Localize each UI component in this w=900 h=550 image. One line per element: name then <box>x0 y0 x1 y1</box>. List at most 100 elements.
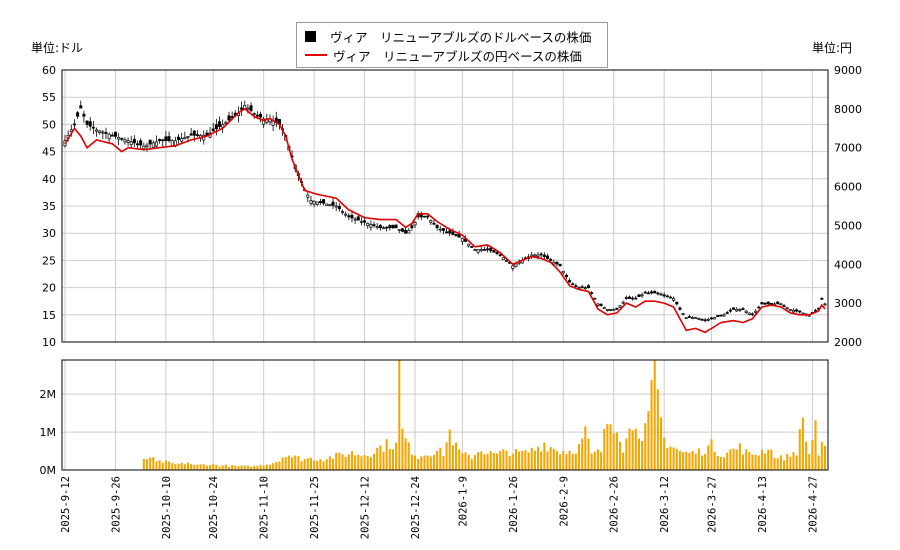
candle-body <box>369 224 373 228</box>
volume-bar <box>461 453 464 470</box>
y-right-tick-label: 5000 <box>834 219 862 232</box>
volume-bar <box>221 465 224 470</box>
candle-body <box>555 262 559 265</box>
candle-body <box>719 314 723 317</box>
candle-body <box>754 310 758 313</box>
candle-body <box>486 248 490 251</box>
volume-bar <box>218 466 221 470</box>
candle-body <box>110 134 114 137</box>
candle-body <box>769 302 773 305</box>
volume-bar <box>209 465 212 470</box>
volume-bar <box>417 458 420 470</box>
candle-body <box>255 114 259 117</box>
volume-bar <box>448 429 451 470</box>
candle-body <box>432 222 436 225</box>
candle-body <box>445 231 449 234</box>
volume-bar <box>647 411 650 470</box>
candle-body <box>713 317 717 320</box>
candle-body <box>741 308 745 310</box>
y-right-tick-label: 3000 <box>834 297 862 310</box>
volume-bar <box>445 442 448 470</box>
candle-body <box>467 243 471 247</box>
volume-bar <box>300 461 303 470</box>
volume-bar <box>369 457 372 470</box>
legend-swatch-candle <box>305 30 316 42</box>
volume-bar <box>631 430 634 470</box>
volume-bar <box>735 449 738 470</box>
candle-body <box>410 225 414 229</box>
volume-bar <box>637 438 640 470</box>
x-tick-label: 2025-12-24 <box>410 476 422 539</box>
candle-body <box>460 238 464 242</box>
candle-body <box>192 130 196 136</box>
volume-bar <box>199 464 202 470</box>
legend-label-usd: ヴィア リニューアブルズのドルベースの株価 <box>330 29 592 45</box>
volume-bar <box>480 451 483 470</box>
candle-body <box>823 303 827 306</box>
candle-body <box>359 220 363 223</box>
volume-bar <box>473 455 476 470</box>
volume-bar <box>344 456 347 470</box>
volume-bar <box>168 461 171 470</box>
x-tick-label: 2025-10-10 <box>161 476 173 539</box>
volume-bar <box>622 452 625 470</box>
volume-bar <box>190 464 193 470</box>
volume-bar <box>694 453 697 470</box>
candle-body <box>615 307 619 310</box>
volume-bar <box>177 463 180 470</box>
candle-body <box>88 121 92 127</box>
volume-bar <box>287 455 290 470</box>
volume-bar <box>729 449 732 470</box>
candle-body <box>687 316 691 318</box>
volume-grid <box>62 360 828 471</box>
volume-bar <box>259 464 262 470</box>
candle-body <box>151 142 155 148</box>
volume-bar <box>291 457 294 470</box>
y-left-tick-label: 10 <box>42 336 56 349</box>
volume-bar <box>612 433 615 470</box>
volume-bar <box>373 453 376 470</box>
candle-body <box>331 201 335 206</box>
volume-bar <box>338 452 341 470</box>
volume-bar <box>565 454 568 470</box>
x-tick-label: 2025-9-26 <box>110 476 122 533</box>
candle-body <box>148 139 152 145</box>
volume-bar <box>518 451 521 470</box>
candle-body <box>668 296 672 299</box>
candle-body <box>318 201 322 203</box>
candle-body <box>334 205 338 208</box>
candle-body <box>438 228 442 231</box>
candle-body <box>82 113 86 117</box>
volume-bar <box>145 459 149 470</box>
candle-body <box>489 247 493 252</box>
volume-bar <box>704 453 707 470</box>
volume-bar <box>688 452 691 470</box>
volume-bar <box>451 445 454 470</box>
candle-body <box>706 318 710 321</box>
candle-body <box>76 112 80 117</box>
volume-bar <box>499 450 502 470</box>
volume-bar <box>596 449 599 470</box>
volume-bar <box>164 460 167 470</box>
x-tick-label: 2025-10-24 <box>208 476 220 539</box>
volume-bar <box>666 448 669 470</box>
volume-bar <box>577 444 581 470</box>
volume-bar <box>492 453 495 470</box>
volume-bar <box>615 432 618 470</box>
volume-bar <box>581 438 584 470</box>
volume-bar <box>240 465 243 470</box>
candle-body <box>501 257 505 261</box>
volume-bar <box>527 452 530 470</box>
candle-body <box>154 141 158 147</box>
volume-bar <box>559 454 562 470</box>
candle-body <box>378 224 382 229</box>
candle-body <box>580 286 584 289</box>
y-right-tick-label: 9000 <box>834 64 862 77</box>
candle-body <box>164 136 168 142</box>
volume-bar <box>486 453 489 470</box>
volume-bar <box>533 450 536 470</box>
volume-bar <box>275 462 278 470</box>
candle-body <box>640 294 644 297</box>
candle-body <box>189 133 193 136</box>
volume-bar <box>420 456 423 470</box>
